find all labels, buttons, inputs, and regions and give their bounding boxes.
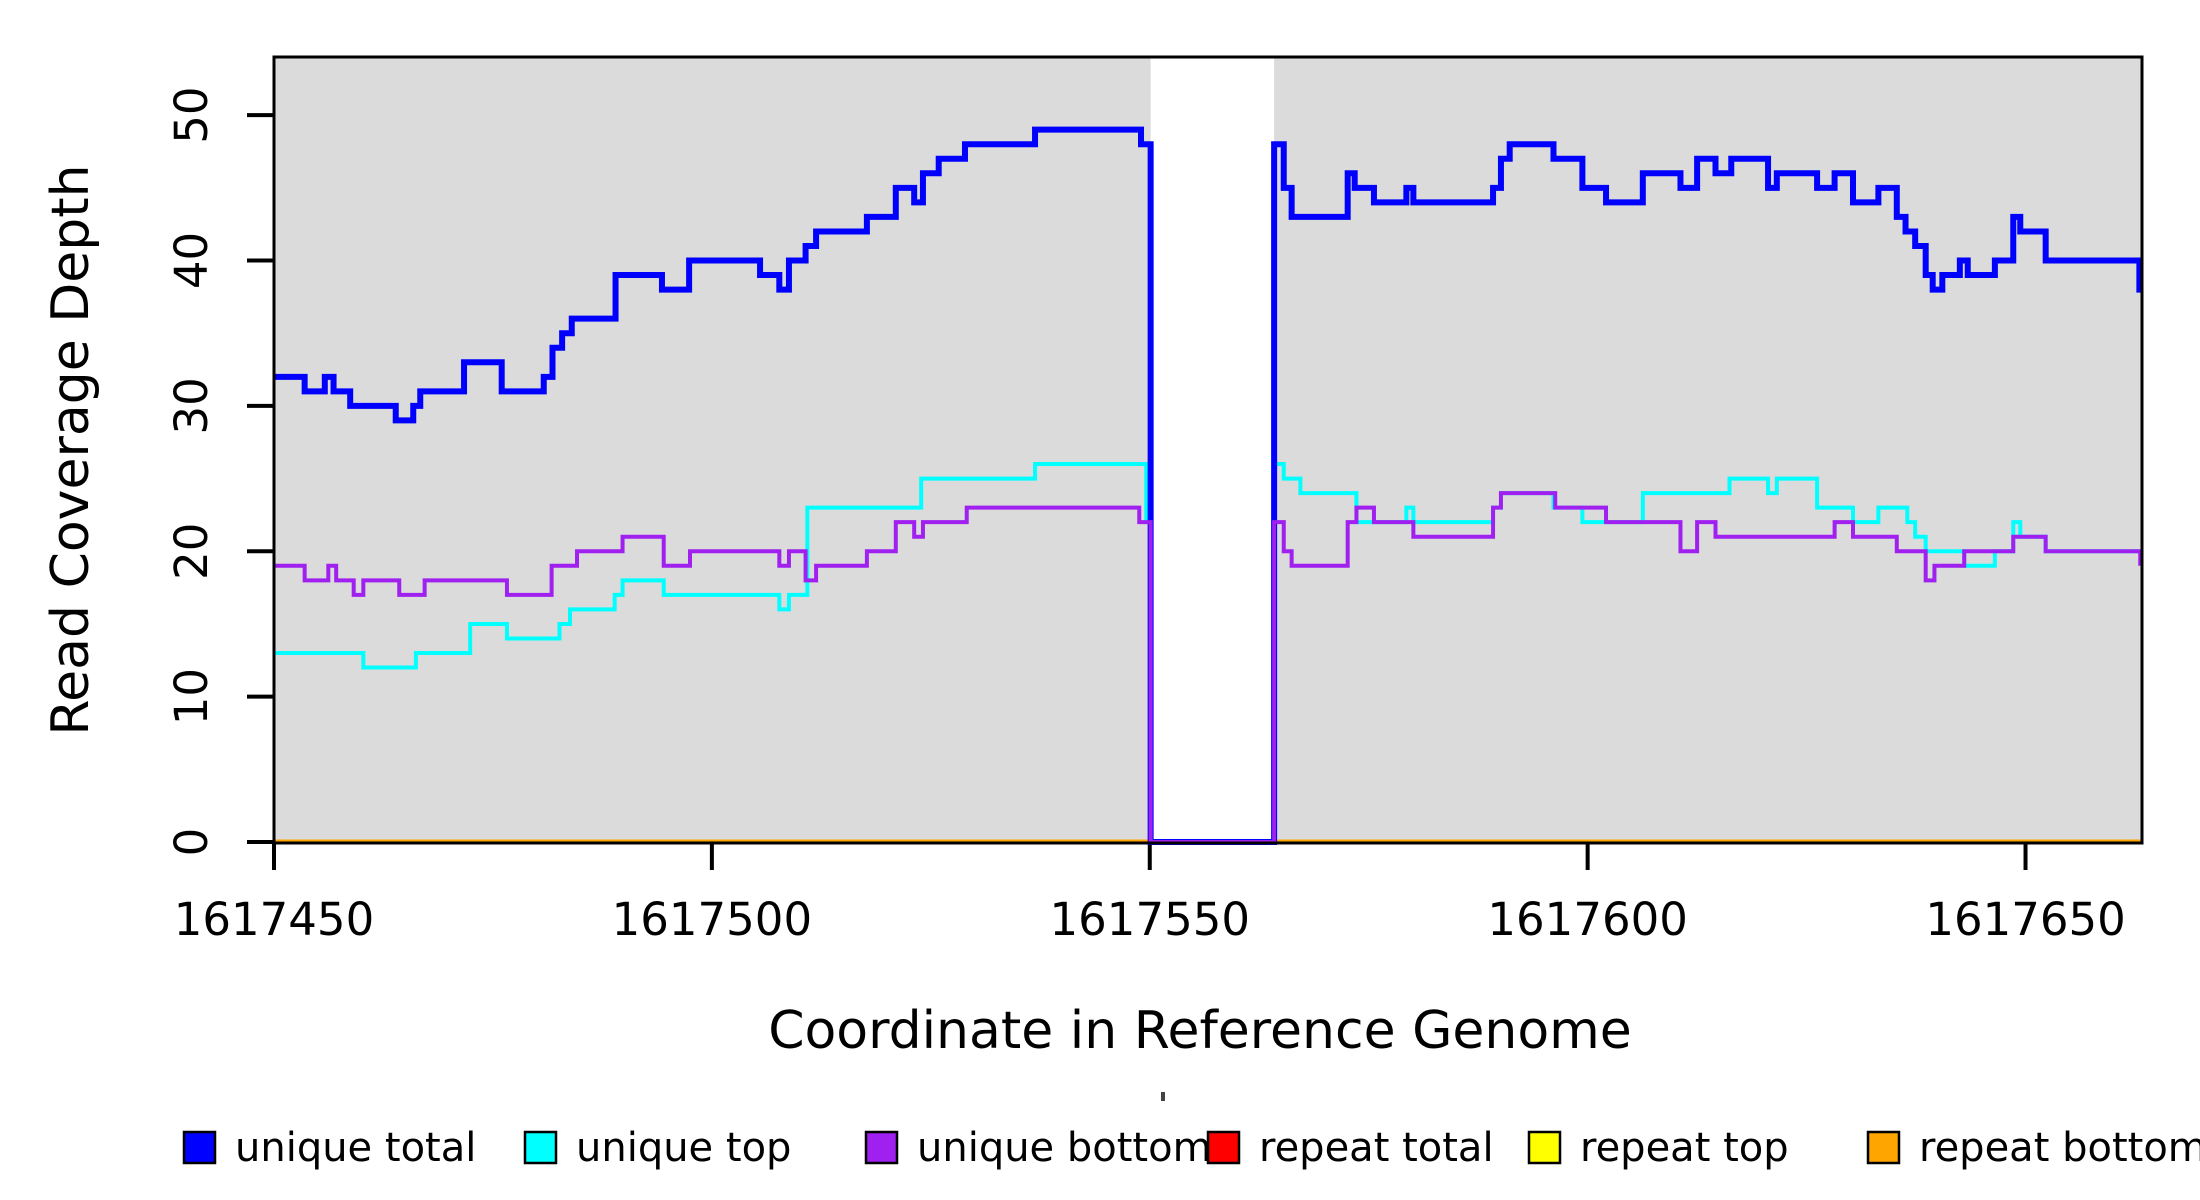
legend-swatch-unique-top <box>523 1130 558 1165</box>
y-tick-label-4: 40 <box>165 232 218 289</box>
legend-swatch-unique-bottom <box>864 1130 899 1165</box>
x-tick-label-1: 1617500 <box>612 893 812 946</box>
series-line-unique-bottom <box>274 491 2143 844</box>
legend-item-unique-total: unique total <box>182 1125 476 1171</box>
legend-swatch-repeat-total <box>1206 1130 1241 1165</box>
legend-item-unique-top: unique top <box>523 1125 791 1171</box>
legend-item-repeat-top: repeat top <box>1527 1125 1789 1171</box>
y-tick-label-1: 10 <box>165 668 218 725</box>
chart-layer: 0 10 20 30 40 50 1617450 1617500 1617550 1617600 1… <box>165 55 2144 946</box>
plot-border <box>272 55 2144 845</box>
series-line-unique-top <box>274 462 2142 844</box>
y-axis-title: Read Coverage Depth <box>41 164 101 735</box>
x-tick-label-2: 1617550 <box>1050 893 1250 946</box>
legend-swatch-repeat-top <box>1527 1130 1562 1165</box>
y-tick-label-0: 0 <box>165 828 218 857</box>
stray-mark <box>1161 1092 1165 1101</box>
legend: unique total unique top unique bottom re… <box>182 1125 2200 1171</box>
series-line-unique-total <box>274 126 2143 845</box>
x-tick-label-0: 1617450 <box>174 893 374 946</box>
y-tick-label-3: 30 <box>165 377 218 434</box>
legend-label-repeat-total: repeat total <box>1259 1125 1494 1171</box>
legend-label-unique-bottom: unique bottom <box>917 1125 1212 1171</box>
x-tick-label-4: 1617650 <box>1925 893 2125 946</box>
y-tick-label-2: 20 <box>165 523 218 580</box>
x-tick-label-3: 1617600 <box>1487 893 1687 946</box>
legend-label-unique-top: unique top <box>576 1125 791 1171</box>
legend-swatch-unique-total <box>182 1130 217 1165</box>
legend-label-unique-total: unique total <box>235 1125 476 1171</box>
legend-item-unique-bottom: unique bottom <box>864 1125 1212 1171</box>
legend-swatch-repeat-bottom <box>1866 1130 1901 1165</box>
legend-item-repeat-bottom: repeat bottom <box>1866 1125 2200 1171</box>
y-tick-label-5: 50 <box>165 87 218 144</box>
legend-item-repeat-total: repeat total <box>1206 1125 1494 1171</box>
gap-region <box>1150 58 1275 843</box>
legend-label-repeat-bottom: repeat bottom <box>1919 1125 2200 1171</box>
legend-label-repeat-top: repeat top <box>1580 1125 1789 1171</box>
x-axis-title: Coordinate in Reference Genome <box>768 1001 1632 1061</box>
